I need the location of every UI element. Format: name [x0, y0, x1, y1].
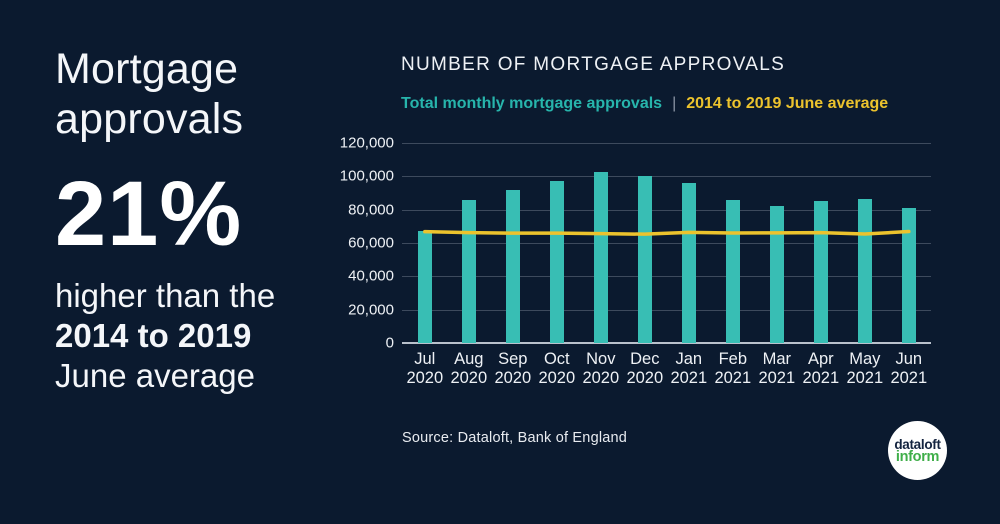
x-tick-label: Mar 2021	[747, 350, 807, 388]
x-tick-month: Sep	[498, 350, 528, 368]
x-tick-year: 2021	[846, 369, 884, 387]
x-tick-year: 2021	[714, 369, 752, 387]
x-tick-year: 2020	[494, 369, 532, 387]
x-tick-month: Jun	[895, 350, 923, 368]
x-tick-year: 2021	[802, 369, 840, 387]
bar-aug-2020	[461, 199, 476, 343]
x-tick-month: May	[849, 350, 881, 368]
x-tick-month: Aug	[454, 350, 484, 368]
x-tick-label: Apr 2021	[791, 350, 851, 388]
x-tick-year: 2020	[406, 369, 444, 387]
chart-legend: Total monthly mortgage approvals | 2014 …	[401, 95, 888, 113]
x-tick-year: 2020	[582, 369, 620, 387]
logo-word-dataloft: dataloft	[894, 436, 941, 452]
y-tick-label: 20,000	[348, 301, 394, 319]
gridline	[402, 209, 931, 211]
plot-area	[402, 143, 931, 344]
x-tick-month: Jan	[675, 350, 703, 368]
x-axis-line	[402, 342, 931, 344]
bar-mar-2021	[769, 206, 784, 343]
bar-feb-2021	[725, 199, 740, 343]
chart-title: NUMBER OF MORTGAGE APPROVALS	[401, 54, 786, 75]
x-tick-month: Oct	[543, 350, 570, 368]
legend-item-bars: Total monthly mortgage approvals	[401, 95, 663, 112]
source-attribution: Source: Dataloft, Bank of England	[402, 430, 628, 446]
bar-apr-2021	[813, 200, 828, 343]
x-tick-label: May 2021	[835, 350, 895, 388]
dataloft-inform-logo: dataloft inform	[888, 421, 947, 480]
logo-word-inform: inform	[895, 448, 940, 465]
x-tick-label: Aug 2020	[439, 350, 499, 388]
y-tick-label: 40,000	[348, 267, 394, 285]
stat-description-line3: June average	[55, 357, 255, 394]
y-tick-label: 120,000	[339, 134, 394, 152]
y-tick-label: 100,000	[339, 167, 394, 185]
bar-jun-2021	[901, 208, 916, 343]
legend-item-line: 2014 to 2019 June average	[686, 95, 889, 112]
bar-jan-2021	[681, 183, 696, 343]
x-tick-month: Nov	[586, 350, 616, 368]
x-tick-year: 2021	[890, 369, 928, 387]
x-tick-month: Jul	[414, 350, 436, 368]
headline-text: Mortgage approvals	[55, 45, 244, 143]
stat-description-line1: higher than the	[55, 277, 276, 314]
gridline	[402, 276, 931, 278]
stat-description-line2: 2014 to 2019	[55, 317, 252, 354]
bar-dec-2020	[637, 176, 652, 343]
average-line	[423, 229, 911, 236]
x-tick-year: 2020	[538, 369, 576, 387]
x-tick-label: Dec 2020	[615, 350, 675, 388]
gridline	[402, 243, 931, 244]
bar-nov-2020	[593, 172, 608, 343]
x-tick-year: 2021	[758, 369, 796, 387]
x-tick-label: Oct 2020	[527, 350, 587, 388]
average-line-layer	[423, 229, 911, 236]
x-tick-label: Nov 2020	[571, 350, 631, 388]
bar-sep-2020	[505, 189, 520, 343]
x-tick-year: 2021	[670, 369, 708, 387]
x-tick-month: Mar	[762, 350, 791, 368]
gridline	[402, 176, 931, 178]
y-axis-labels: 120,000 100,000 80,000 60,000 40,000 20,000 0	[318, 135, 394, 352]
bar-oct-2020	[549, 181, 564, 343]
y-tick-label: 80,000	[348, 201, 394, 219]
x-tick-label: Feb 2021	[703, 350, 763, 388]
x-tick-label: Sep 2020	[483, 350, 543, 388]
x-tick-year: 2020	[626, 369, 664, 387]
gridline	[402, 309, 931, 311]
legend-separator: |	[672, 95, 677, 112]
gridline	[402, 143, 931, 144]
bar-jul-2020	[417, 231, 432, 343]
x-tick-label: Jan 2021	[659, 350, 719, 388]
x-tick-year: 2020	[450, 369, 488, 387]
x-tick-month: Feb	[718, 350, 748, 368]
y-tick-label: 0	[385, 334, 394, 352]
y-tick-label: 60,000	[348, 234, 394, 252]
x-tick-month: Apr	[807, 350, 834, 368]
x-tick-month: Dec	[630, 350, 660, 368]
x-tick-label: Jun 2021	[879, 350, 939, 388]
x-tick-label: Jul 2020	[395, 350, 455, 388]
stat-percentage: 21%	[55, 163, 243, 265]
